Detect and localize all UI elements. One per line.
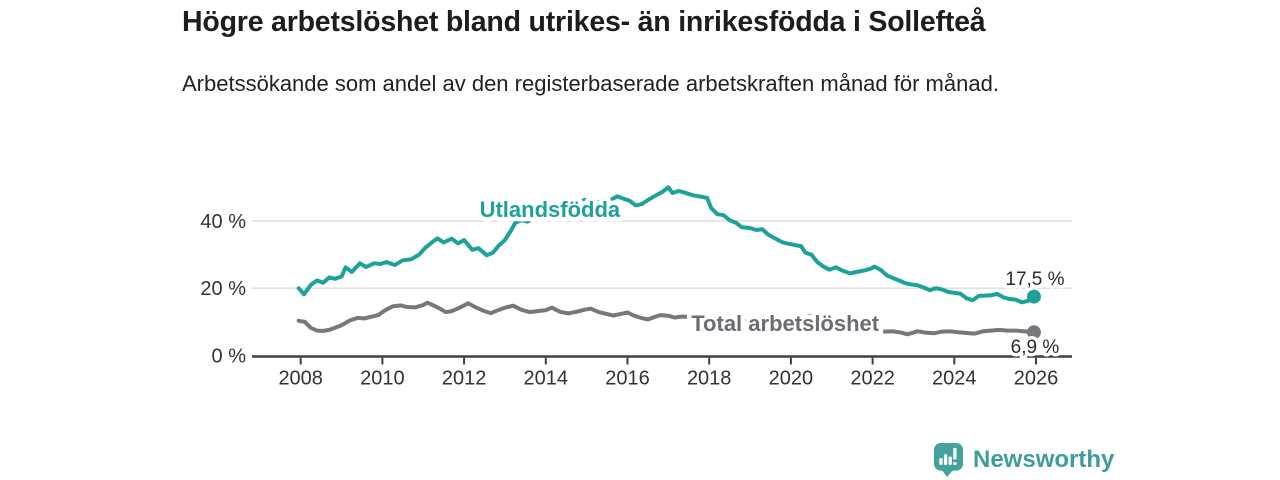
series-label-utlandsfodda: Utlandsfödda — [480, 197, 621, 222]
page-subtitle: Arbetssökande som andel av den registerb… — [182, 71, 999, 96]
chart-series — [296, 185, 1041, 340]
newsworthy-icon — [933, 443, 964, 477]
series-line-utlandsfodda — [296, 185, 1036, 305]
brand-name: Newsworthy — [973, 446, 1115, 473]
x-axis-tick-label: 2026 — [1014, 368, 1059, 390]
end-point-marker — [1026, 325, 1041, 340]
x-axis-tick-label: 2010 — [360, 368, 405, 390]
x-axis-tick-label: 2018 — [687, 368, 732, 390]
end-value-label-utlandsfodda: 17,5 % — [1005, 269, 1064, 290]
x-axis-tick-label: 2012 — [442, 368, 487, 390]
y-axis-tick-label: 0 % — [212, 346, 247, 368]
newsworthy-logo: Newsworthy — [933, 442, 1114, 478]
x-axis-tick-label: 2022 — [850, 368, 895, 390]
end-value-label-total-arbetsloshet: 6,9 % — [1011, 337, 1060, 358]
end-point-marker — [1026, 289, 1041, 304]
y-axis-tick-label: 40 % — [200, 211, 246, 233]
page-title: Högre arbetslöshet bland utrikes- än inr… — [182, 6, 986, 38]
y-axis-tick-label: 20 % — [200, 278, 246, 300]
x-axis-tick-label: 2020 — [769, 368, 814, 390]
x-axis-tick-label: 2014 — [524, 368, 569, 390]
x-axis-tick-label: 2024 — [932, 368, 977, 390]
chart-grid: 0 % 20 % 40 % 2008 2010 2012 2014 2016 2018 2020 2… — [200, 211, 1072, 390]
x-axis-tick-label: 2016 — [605, 368, 650, 390]
x-axis-tick-label: 2008 — [278, 368, 323, 390]
series-label-total-arbetsloshet: Total arbetslöshet — [691, 311, 880, 336]
series-line-total-arbetsloshet — [296, 300, 1036, 337]
